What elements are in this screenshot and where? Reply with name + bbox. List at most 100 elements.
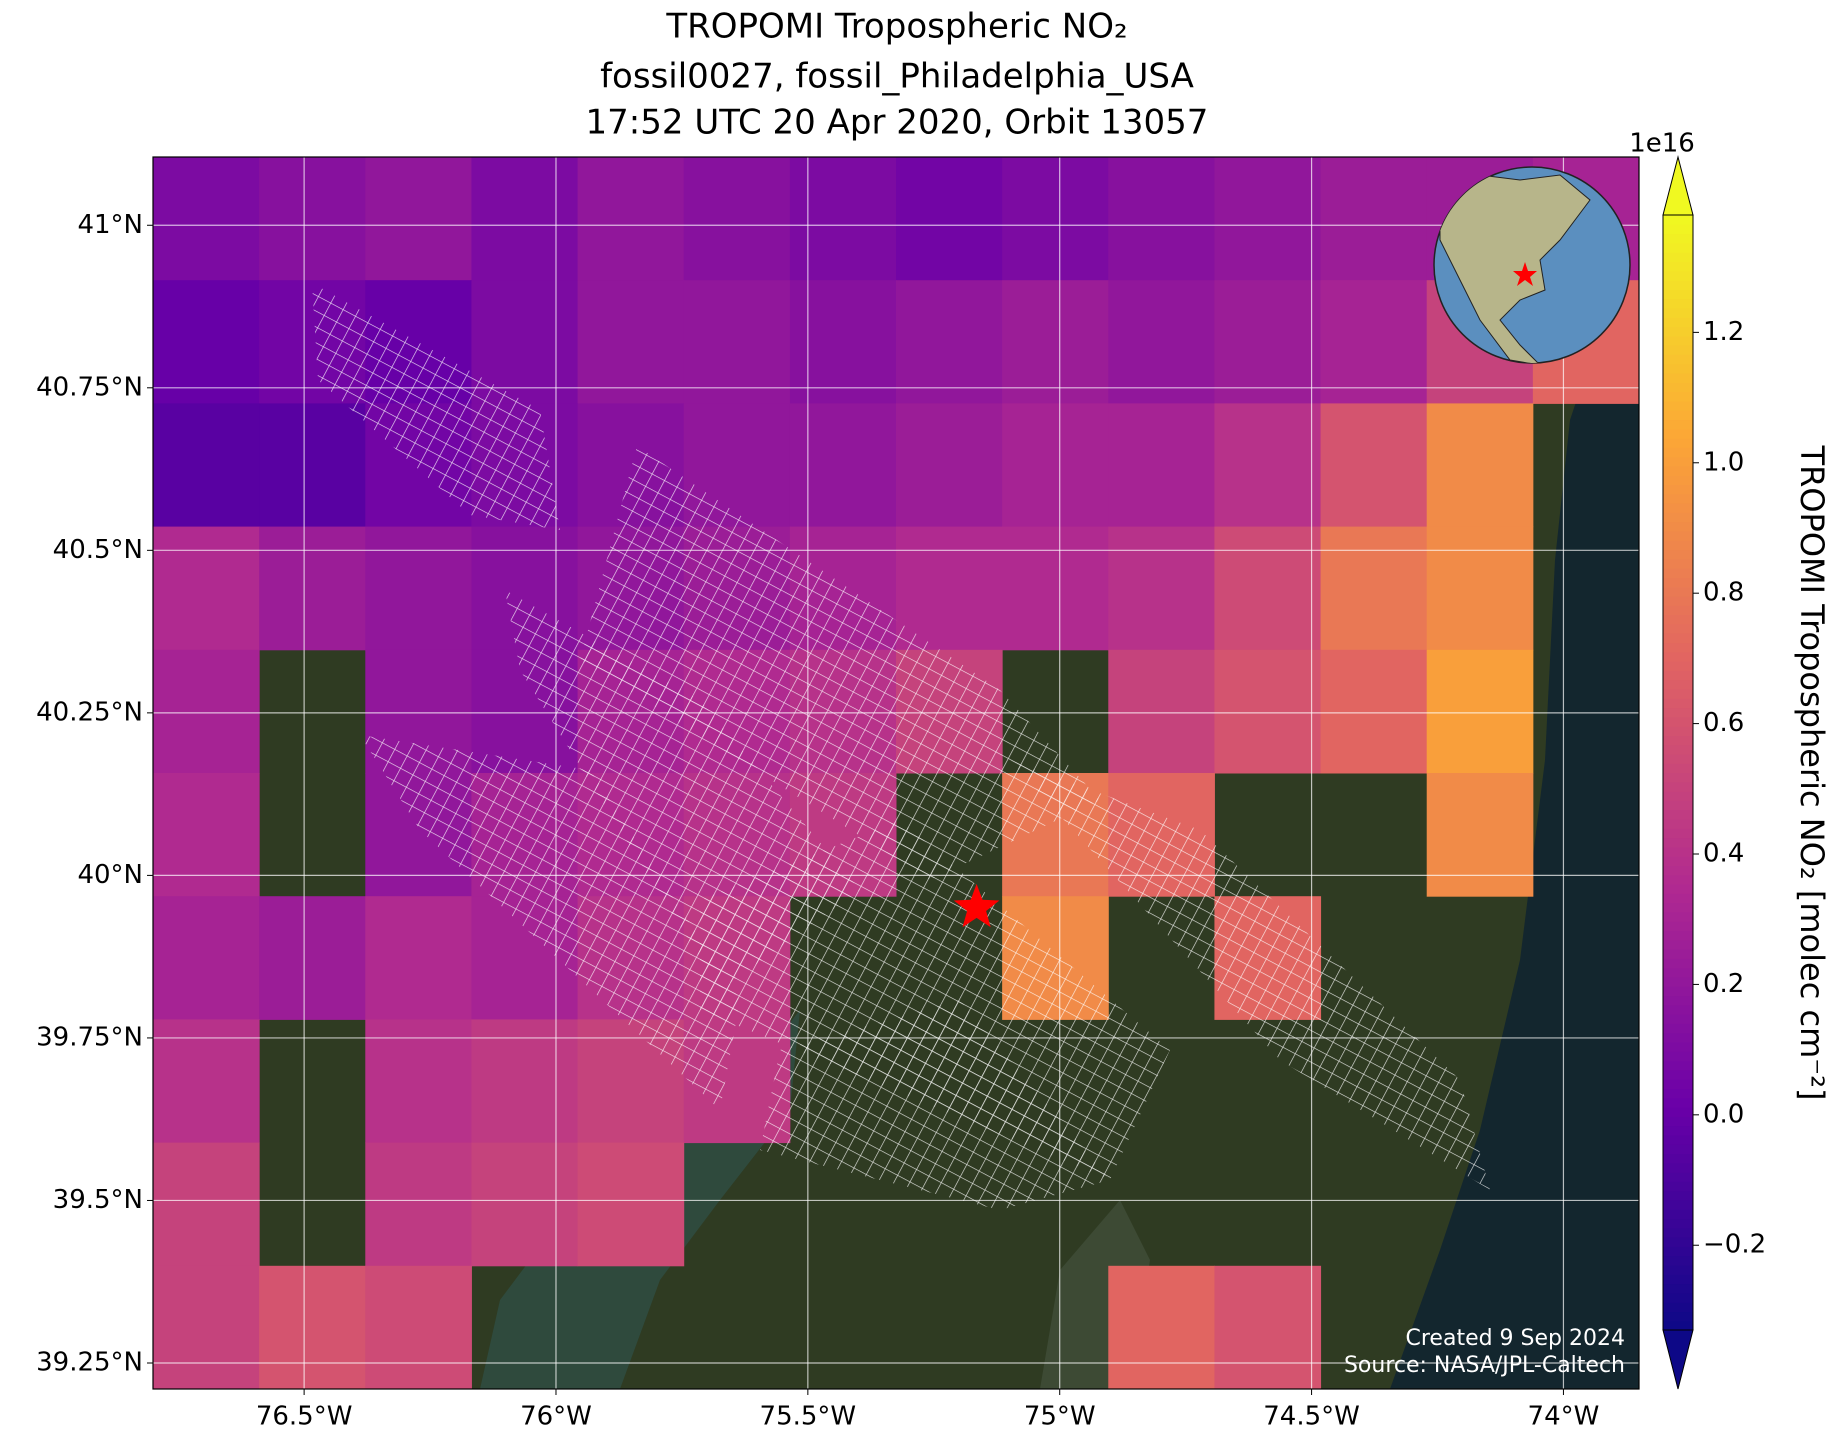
no2-cell (1108, 280, 1215, 404)
colorbar-step (1663, 307, 1693, 318)
colorbar-step (1663, 726, 1693, 736)
colorbar-step (1663, 1274, 1693, 1285)
colorbar-step (1663, 475, 1693, 486)
colorbar-step (1663, 1134, 1693, 1145)
colorbar-step (1663, 382, 1693, 393)
colorbar-step (1663, 419, 1693, 430)
colorbar-step (1663, 1283, 1693, 1294)
colorbar-step (1663, 1218, 1693, 1229)
colorbar-step (1663, 1190, 1693, 1201)
no2-cell (1214, 1265, 1322, 1389)
colorbar-step (1663, 363, 1693, 374)
colorbar-step (1663, 856, 1693, 867)
colorbar-label: TROPOMI Tropospheric NO₂ [molec cm⁻²] (1793, 445, 1831, 1101)
colorbar-step (1663, 661, 1693, 671)
no2-cell (153, 157, 260, 281)
no2-cell (789, 157, 897, 281)
title: 17:52 UTC 20 Apr 2020, Orbit 13057 (586, 103, 1209, 143)
colorbar-step (1663, 1107, 1693, 1117)
y-tick-label: 39.75°N (36, 1022, 143, 1052)
colorbar-step (1663, 679, 1693, 690)
no2-cell (1214, 403, 1322, 528)
colorbar-step (1663, 1264, 1693, 1275)
colorbar-step (1663, 893, 1693, 904)
no2-cell (365, 157, 472, 281)
x-tick-label: 76°W (520, 1402, 592, 1432)
colorbar-step (1663, 1181, 1693, 1192)
colorbar-step (1663, 1069, 1693, 1080)
colorbar-step (1663, 456, 1693, 467)
colorbar-step (1663, 586, 1693, 597)
colorbar-step (1663, 800, 1693, 811)
colorbar-tick-label: 0.4 (1703, 839, 1744, 869)
colorbar-step (1663, 1116, 1693, 1127)
no2-cell (1426, 526, 1534, 651)
colorbar-step (1663, 865, 1693, 876)
colorbar-step (1663, 493, 1693, 504)
x-tick-label: 76.5°W (256, 1402, 353, 1432)
site-marker (953, 883, 1000, 928)
colorbar-step (1663, 261, 1693, 272)
no2-cell (1320, 526, 1428, 651)
colorbar-step (1663, 976, 1693, 987)
colorbar-step (1663, 1311, 1693, 1322)
no2-cell (365, 1019, 472, 1144)
no2-cell (1426, 773, 1534, 897)
colorbar-offset: 1e16 (1629, 129, 1695, 159)
no2-cell (1214, 157, 1322, 281)
colorbar-step (1663, 614, 1693, 625)
no2-cell (896, 403, 1003, 528)
colorbar-step (1663, 270, 1693, 281)
colorbar-step (1663, 1004, 1693, 1015)
colorbar-step (1663, 1032, 1693, 1043)
colorbar-step (1663, 642, 1693, 653)
colorbar-step (1663, 1292, 1693, 1303)
colorbar-step (1663, 326, 1693, 337)
no2-cell (1108, 403, 1215, 528)
title: fossil0027, fossil_Philadelphia_USA (600, 57, 1194, 97)
colorbar-tick-label: −0.2 (1703, 1230, 1766, 1260)
colorbar-step (1663, 995, 1693, 1006)
no2-cell (577, 157, 685, 281)
no2-cell (896, 157, 1003, 281)
colorbar-step (1663, 911, 1693, 922)
no2-cell (365, 1265, 472, 1389)
no2-cell (1320, 403, 1428, 528)
colorbar-step (1663, 354, 1693, 365)
colorbar-extend (1662, 155, 1694, 216)
colorbar-step (1663, 549, 1693, 560)
colorbar-step (1663, 503, 1693, 513)
no2-cell (259, 1265, 366, 1389)
colorbar-step (1663, 1302, 1693, 1313)
colorbar-step (1663, 791, 1693, 801)
no2-cell (1108, 1265, 1215, 1389)
y-tick-label: 40.75°N (36, 372, 143, 402)
colorbar-step (1663, 716, 1693, 727)
colorbar-step (1663, 233, 1693, 244)
colorbar-step (1663, 1014, 1693, 1024)
footprint (700, 820, 1170, 1180)
y-tick-label: 40.5°N (53, 535, 143, 565)
graticule (153, 157, 1639, 1389)
colorbar-step (1663, 958, 1693, 969)
colorbar-step (1663, 252, 1693, 263)
no2-cell (1426, 403, 1534, 528)
y-tick-label: 40.25°N (36, 697, 143, 727)
footprint (360, 735, 740, 1110)
colorbar-step (1663, 781, 1693, 792)
footprint (1010, 760, 1490, 1190)
y-tick-label: 41°N (77, 210, 143, 240)
colorbar-step (1663, 595, 1693, 606)
continent (1439, 174, 1591, 363)
no2-cell (1214, 280, 1322, 404)
colorbar-step (1663, 1144, 1693, 1155)
no2-cell (1320, 649, 1428, 774)
colorbar-tick-label: 0.2 (1703, 969, 1744, 999)
colorbar-step (1663, 902, 1693, 913)
colorbar-step (1663, 447, 1693, 458)
colorbar-step (1663, 670, 1693, 681)
no2-cell (1108, 157, 1215, 281)
credit: Created 9 Sep 2024 (1406, 1326, 1626, 1351)
colorbar-step (1663, 763, 1693, 774)
